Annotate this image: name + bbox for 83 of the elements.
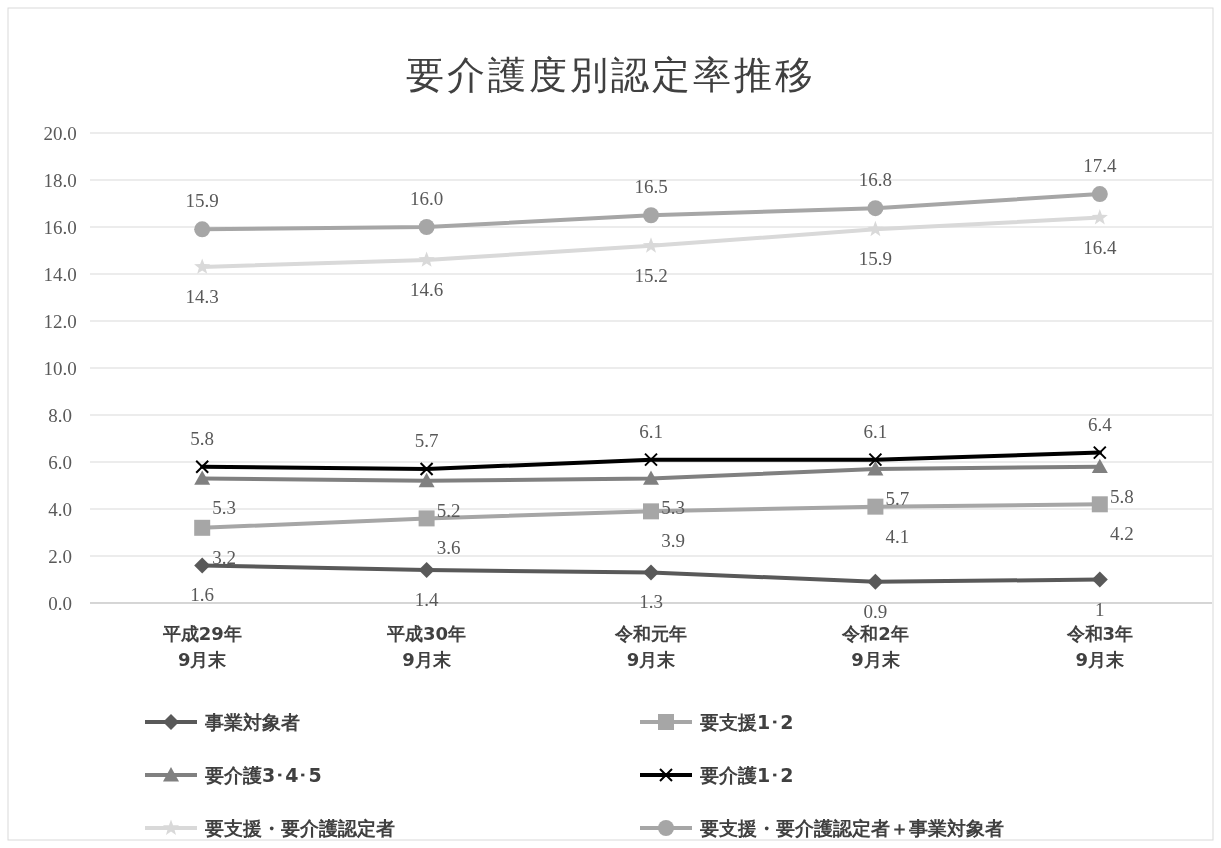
point: [1091, 209, 1108, 225]
data-label: 1.4: [414, 589, 439, 611]
point: [194, 258, 211, 274]
y-tick-label: 0.0: [48, 593, 72, 614]
legend-label: 事業対象者: [204, 711, 300, 733]
point: [194, 221, 211, 238]
data-label: 1: [1095, 598, 1105, 620]
point: [643, 470, 659, 485]
legend-label: 要支援・要介護認定者: [204, 817, 395, 839]
point: [1091, 186, 1108, 203]
data-label: 3.2: [212, 546, 237, 568]
point: [194, 557, 211, 574]
data-label: 6.4: [1087, 413, 1113, 435]
data-label: 0.9: [863, 600, 888, 622]
chart-title: 要介護度別認定率推移: [405, 53, 816, 97]
point: [867, 220, 884, 237]
point: [418, 562, 435, 579]
point: [643, 503, 659, 520]
point: [1092, 445, 1107, 460]
point: [195, 459, 210, 474]
data-label: 14.3: [185, 285, 219, 307]
point: [867, 498, 884, 515]
point: [1091, 496, 1108, 513]
data-label: 4.2: [1109, 523, 1134, 545]
data-label: 5.8: [190, 427, 215, 449]
point: [419, 462, 434, 477]
data-label: 16.8: [858, 169, 893, 191]
point: [418, 219, 435, 235]
x-tick-label: 令和元年 9月末: [614, 623, 687, 670]
data-label: 16.5: [634, 176, 668, 198]
data-label: 5.3: [212, 497, 237, 519]
data-label: 6.1: [863, 420, 888, 442]
y-tick-label: 16.0: [43, 217, 77, 238]
y-tick-label: 6.0: [48, 452, 72, 473]
y-tick-label: 2.0: [48, 546, 72, 567]
data-label: 16.0: [409, 188, 444, 209]
data-label: 5.7: [414, 430, 439, 452]
data-label: 5.3: [661, 497, 685, 519]
y-tick-label: 18.0: [43, 170, 77, 191]
point: [418, 251, 435, 267]
x-tick-label: 平成29年 9月末: [161, 623, 242, 670]
data-label: 5.7: [885, 488, 910, 510]
point: [1091, 571, 1108, 588]
y-tick-label: 10.0: [43, 358, 77, 379]
x-tick-label: 令和2年 9月末: [841, 623, 909, 670]
data-label: 15.9: [185, 190, 219, 212]
data-label: 4.1: [885, 525, 910, 547]
x-tick-label: 平成30年 9月末: [386, 623, 467, 670]
point: [194, 470, 211, 485]
point: [643, 207, 659, 224]
data-label: 5.2: [436, 499, 461, 521]
data-label: 5.8: [1109, 485, 1134, 507]
data-label: 15.9: [858, 248, 893, 270]
legend-label: 要介護1･2: [699, 764, 794, 786]
point: [194, 519, 211, 536]
data-label: 1.3: [639, 591, 663, 613]
data-label: 17.4: [1083, 155, 1117, 177]
legend-label: 要支援1･2: [699, 711, 794, 733]
data-label: 3.6: [436, 537, 461, 559]
y-tick-label: 20.0: [43, 123, 77, 144]
point: [643, 564, 659, 581]
data-label: 3.9: [661, 530, 685, 552]
point: [867, 461, 884, 476]
point: [867, 200, 884, 217]
x-tick-label: 令和3年 9月末: [1065, 623, 1134, 670]
point: [868, 452, 883, 467]
data-label: 14.6: [409, 278, 444, 300]
y-tick-label: 14.0: [43, 264, 77, 285]
point: [418, 510, 435, 527]
y-tick-label: 12.0: [43, 311, 77, 332]
data-label: 15.2: [634, 264, 668, 286]
y-tick-label: 4.0: [48, 499, 72, 520]
point: [867, 573, 884, 590]
point: [644, 452, 658, 467]
point: [418, 472, 435, 488]
data-label: 6.1: [639, 420, 663, 442]
data-label: 1.6: [190, 584, 215, 606]
y-tick-label: 8.0: [48, 405, 72, 426]
legend-label: 要支援・要介護認定者＋事業対象者: [699, 817, 1004, 839]
data-label: 16.4: [1083, 236, 1117, 258]
legend-label: 要介護3･4･5: [204, 764, 322, 786]
point: [642, 237, 660, 253]
point: [1091, 458, 1108, 474]
